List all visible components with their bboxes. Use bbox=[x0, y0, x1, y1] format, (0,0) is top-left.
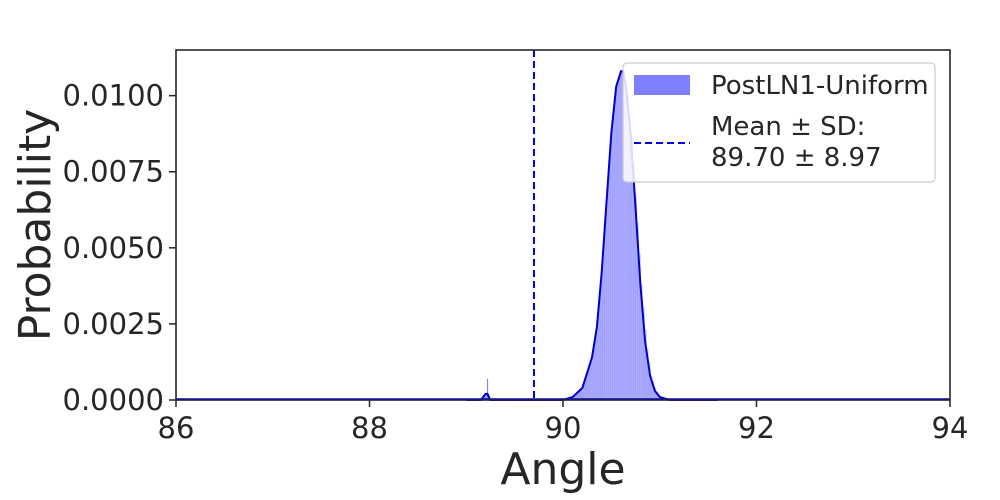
y-tick-label: 0.0100 bbox=[63, 79, 164, 113]
legend-swatch-histogram bbox=[634, 75, 690, 95]
x-axis: 86 88 90 92 94 bbox=[158, 400, 969, 445]
x-axis-title: Angle bbox=[500, 444, 625, 495]
x-tick-label: 86 bbox=[158, 411, 195, 445]
legend-label-mean: Mean ± SD: bbox=[711, 112, 865, 142]
legend-label-histogram: PostLN1-Uniform bbox=[711, 71, 929, 101]
x-tick-label: 88 bbox=[351, 411, 388, 445]
y-tick-label: 0.0025 bbox=[63, 307, 164, 341]
y-tick-label: 0.0050 bbox=[63, 231, 164, 265]
legend-box bbox=[622, 62, 936, 183]
x-tick-label: 92 bbox=[738, 411, 775, 445]
legend-label-mean-sd: 89.70 ± 8.97 bbox=[711, 143, 882, 173]
y-tick-label: 0.0075 bbox=[63, 155, 164, 189]
y-axis: 0.0000 0.0025 0.0050 0.0075 0.0100 bbox=[63, 79, 176, 417]
x-tick-label: 94 bbox=[932, 411, 969, 445]
y-axis-title: Probability bbox=[10, 109, 61, 342]
legend: PostLN1-Uniform Mean ± SD: 89.70 ± 8.97 bbox=[622, 62, 936, 183]
x-tick-label: 90 bbox=[545, 411, 582, 445]
plot-area bbox=[176, 50, 950, 401]
y-tick-label: 0.0000 bbox=[63, 383, 164, 417]
